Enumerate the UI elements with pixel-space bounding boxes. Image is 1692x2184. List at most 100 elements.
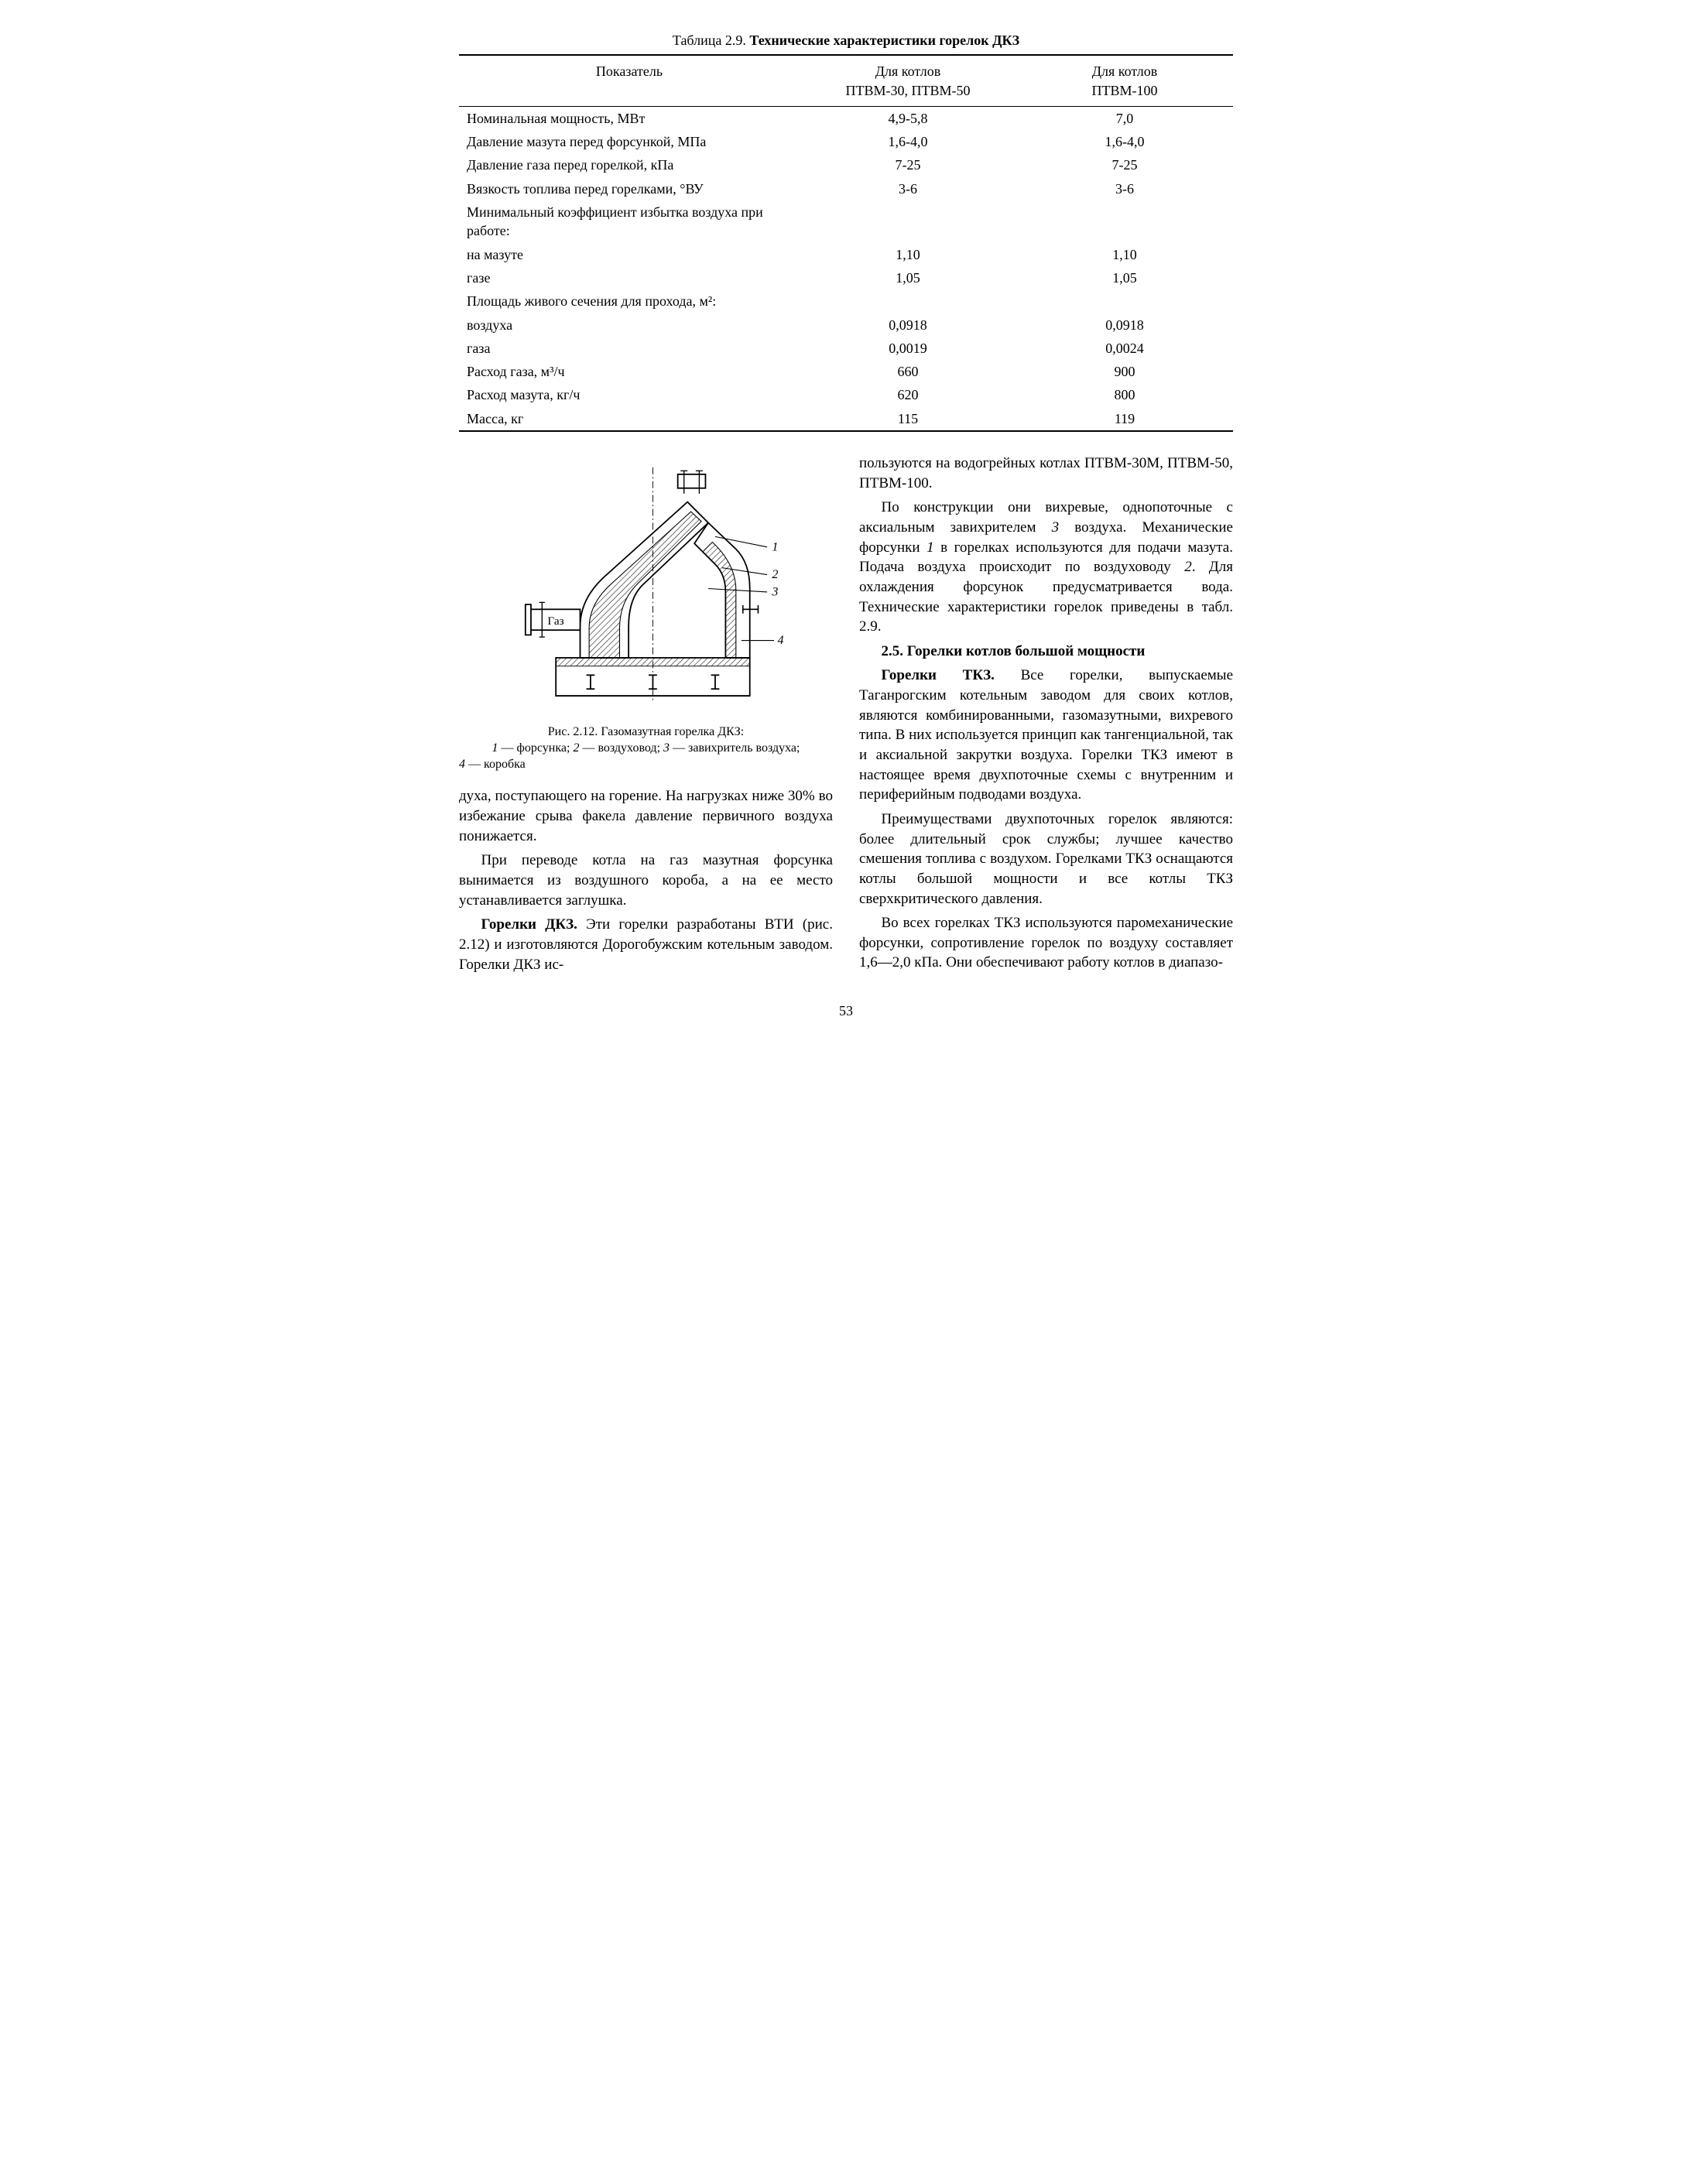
caption-l3: 4 — коробка <box>459 757 833 773</box>
cell-a <box>800 289 1016 313</box>
table-row: Вязкость топлива перед горелками, °ВУ3-6… <box>459 177 1233 200</box>
cell-b: 1,05 <box>1016 266 1233 289</box>
table-row: Расход мазута, кг/ч620800 <box>459 383 1233 406</box>
callout-3: 3 <box>771 585 778 598</box>
cell-a: 660 <box>800 360 1016 383</box>
two-column-body: 1 2 3 4 Газ Рис. 2.12. Газомазутная горе… <box>459 454 1233 978</box>
gas-label: Газ <box>547 614 563 628</box>
th-col3: Для котлов ПТВМ-100 <box>1016 55 1233 106</box>
cell-a: 7-25 <box>800 153 1016 176</box>
cell-param: Минимальный коэффициент избытка воздуха … <box>459 200 800 243</box>
cell-a: 0,0918 <box>800 313 1016 337</box>
cell-b: 0,0024 <box>1016 337 1233 360</box>
cell-b: 0,0918 <box>1016 313 1233 337</box>
cell-b: 1,6-4,0 <box>1016 130 1233 153</box>
table-row: Давление мазута перед форсункой, МПа1,6-… <box>459 130 1233 153</box>
cell-param: газа <box>459 337 800 360</box>
cell-param: Площадь живого сечения для прохода, м²: <box>459 289 800 313</box>
th-col3-l2: ПТВМ-100 <box>1092 83 1158 98</box>
th-col3-l1: Для котлов <box>1092 63 1158 79</box>
table-row: воздуха0,09180,0918 <box>459 313 1233 337</box>
cell-a: 115 <box>800 407 1016 431</box>
cell-a: 1,6-4,0 <box>800 130 1016 153</box>
cell-param: Расход мазута, кг/ч <box>459 383 800 406</box>
p5-1: 1 <box>926 539 934 556</box>
cell-a: 620 <box>800 383 1016 406</box>
cell-b: 900 <box>1016 360 1233 383</box>
table-row: Масса, кг115119 <box>459 407 1233 431</box>
table-row: Номинальная мощность, МВт4,9-5,87,0 <box>459 106 1233 130</box>
table-row: Минимальный коэффициент избытка воздуха … <box>459 200 1233 243</box>
para-2: При переводе котла на газ мазутная форсу… <box>459 851 833 910</box>
cell-a: 1,10 <box>800 243 1016 266</box>
cell-param: Номинальная мощность, МВт <box>459 106 800 130</box>
fc-4: 4 <box>459 758 465 771</box>
cell-b: 3-6 <box>1016 177 1233 200</box>
table-row: Расход газа, м³/ч660900 <box>459 360 1233 383</box>
table-row: Давление газа перед горелкой, кПа7-257-2… <box>459 153 1233 176</box>
cell-b: 7,0 <box>1016 106 1233 130</box>
table-row: газе1,051,05 <box>459 266 1233 289</box>
fc-1t: — форсунка; <box>498 741 574 755</box>
para-5: По конструкции они вихревые, однопоточны… <box>859 498 1233 636</box>
table-title: Таблица 2.9. Технические характеристики … <box>459 31 1233 50</box>
cell-param: Масса, кг <box>459 407 800 431</box>
fc-4t: — коробка <box>465 758 526 771</box>
cell-b: 1,10 <box>1016 243 1233 266</box>
para-3: Горелки ДКЗ. Эти горелки разработаны ВТИ… <box>459 915 833 974</box>
para-6: Горелки ТКЗ. Все горелки, выпускаемые Та… <box>859 666 1233 804</box>
th-col2: Для котлов ПТВМ-30, ПТВМ-50 <box>800 55 1016 106</box>
p6-lead: Горелки ТКЗ. <box>882 667 995 683</box>
caption-l1: Рис. 2.12. Газомазутная горелка ДКЗ: <box>548 725 744 738</box>
cell-b <box>1016 289 1233 313</box>
cell-a <box>800 200 1016 243</box>
callout-2: 2 <box>772 568 778 581</box>
cell-a: 4,9-5,8 <box>800 106 1016 130</box>
para-1: духа, поступающего на горение. На нагруз… <box>459 786 833 846</box>
th-param: Показатель <box>459 55 800 106</box>
cell-a: 1,05 <box>800 266 1016 289</box>
table-row: Площадь живого сечения для прохода, м²: <box>459 289 1233 313</box>
p5-2: 2 <box>1184 559 1192 575</box>
figure-svg-wrap: 1 2 3 4 Газ <box>459 454 833 717</box>
callout-1: 1 <box>772 540 778 553</box>
p3-lead: Горелки ДКЗ. <box>481 916 577 933</box>
cell-param: воздуха <box>459 313 800 337</box>
table-row: на мазуте1,101,10 <box>459 243 1233 266</box>
th-col2-l2: ПТВМ-30, ПТВМ-50 <box>846 83 971 98</box>
fc-3t: — завихритель воздуха; <box>670 741 800 755</box>
spec-table: Показатель Для котлов ПТВМ-30, ПТВМ-50 Д… <box>459 54 1233 432</box>
cell-param: Расход газа, м³/ч <box>459 360 800 383</box>
cell-b: 119 <box>1016 407 1233 431</box>
para-8: Во всех горелках ТКЗ используются пароме… <box>859 913 1233 973</box>
cell-b: 7-25 <box>1016 153 1233 176</box>
cell-param: газе <box>459 266 800 289</box>
th-col2-l1: Для котлов <box>875 63 941 79</box>
cell-param: Вязкость топлива перед горелками, °ВУ <box>459 177 800 200</box>
fc-3: 3 <box>663 741 670 755</box>
cell-b <box>1016 200 1233 243</box>
burner-diagram: 1 2 3 4 Газ <box>459 454 833 717</box>
fc-1: 1 <box>492 741 498 755</box>
page-number: 53 <box>459 1001 1233 1020</box>
figure-caption: Рис. 2.12. Газомазутная горелка ДКЗ: 1 —… <box>459 724 833 772</box>
table-title-prefix: Таблица 2.9. <box>673 33 749 48</box>
table-title-bold: Технические характеристики горелок ДКЗ <box>749 33 1019 48</box>
cell-param: на мазуте <box>459 243 800 266</box>
table-row: газа0,00190,0024 <box>459 337 1233 360</box>
p5-3: 3 <box>1052 519 1060 536</box>
section-2-5: 2.5. Горелки котлов большой мощности <box>859 642 1233 662</box>
cell-a: 0,0019 <box>800 337 1016 360</box>
cell-a: 3-6 <box>800 177 1016 200</box>
cell-b: 800 <box>1016 383 1233 406</box>
callout-4: 4 <box>778 634 784 647</box>
page-root: Таблица 2.9. Технические характеристики … <box>459 31 1233 1020</box>
cell-param: Давление мазута перед форсункой, МПа <box>459 130 800 153</box>
para-7: Преимуществами двухпоточных горелок явля… <box>859 810 1233 909</box>
caption-l2: 1 — форсунка; 2 — воздуховод; 3 — завихр… <box>492 741 800 755</box>
figure-block: 1 2 3 4 Газ Рис. 2.12. Газомазутная горе… <box>459 454 833 772</box>
fc-2t: — воздуховод; <box>579 741 663 755</box>
para-4: пользуются на водогрейных котлах ПТВМ-30… <box>859 454 1233 493</box>
p6-rest: Все горелки, выпускаемые Таганрогским ко… <box>859 667 1233 803</box>
cell-param: Давление газа перед горелкой, кПа <box>459 153 800 176</box>
